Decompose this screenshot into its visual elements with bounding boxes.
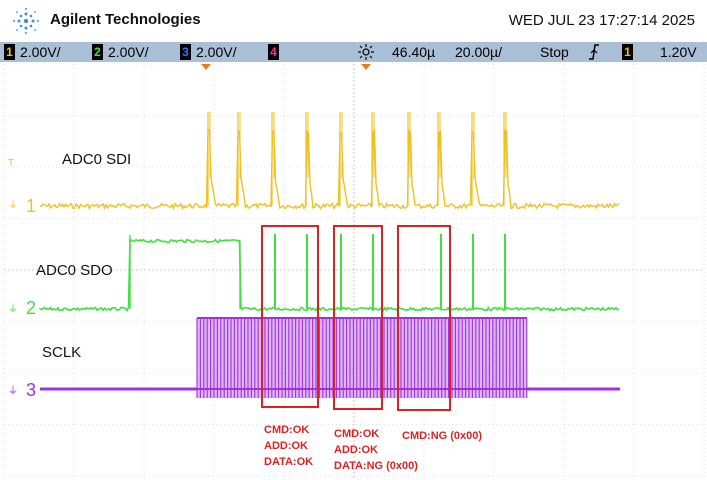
annotation-line: CMD:NG (0x00) (402, 430, 483, 442)
sdo-pulse (504, 234, 506, 309)
trigger-source-badge[interactable]: 1 (622, 44, 633, 60)
timebase-value[interactable]: 20.00µ/ (455, 44, 502, 60)
highlight-box-2 (333, 225, 383, 410)
trigger-level[interactable]: 1.20V (660, 44, 697, 60)
sdo-trace (39, 238, 620, 313)
ch3-ground-marker[interactable]: ⏚ (8, 386, 18, 397)
sclk-label: SCLK (42, 344, 82, 361)
highlight-box-1 (261, 225, 319, 408)
sdi-waveform (39, 112, 620, 211)
trigger-level-marker: T (8, 158, 15, 169)
annotation-line: CMD:OK (264, 424, 310, 436)
time-reference-marker (201, 64, 211, 70)
annotation-line: ADD:OK (334, 444, 378, 456)
rising-edge-icon[interactable] (588, 44, 600, 60)
sdo-pulse (440, 234, 442, 309)
sdo-pulse (306, 234, 308, 309)
sdi-label: ADC0 SDI (62, 151, 132, 168)
position-markers (201, 64, 371, 70)
ch1-scale[interactable]: 2.00V/ (20, 44, 61, 60)
annotation-1: CMD:OK ADD:OK DATA:OK (264, 422, 313, 470)
waveform-display: T ⏚ 1 ⏚ 2 ⏚ 3 ADC0 SDI ADC0 SDO SCLK CMD… (0, 62, 707, 480)
ch2-marker[interactable]: 2 (26, 298, 37, 318)
ch2-badge[interactable]: 2 (92, 44, 103, 60)
ch3-scale[interactable]: 2.00V/ (196, 44, 237, 60)
delay-value[interactable]: 46.40µ (392, 44, 436, 60)
sdo-pulse (274, 234, 276, 309)
channel-status-bar: 1 2.00V/ 2 2.00V/ 3 2.00V/ 4 46.40µ 20.0… (0, 42, 707, 62)
waveform-canvas (3, 63, 705, 478)
sdo-waveform (39, 234, 620, 313)
sdo-pulse (472, 234, 474, 309)
ch3-marker[interactable]: 3 (26, 380, 37, 400)
graticule (3, 63, 705, 478)
trigger-delay-icon[interactable] (356, 43, 376, 61)
sdo-pulse (340, 234, 342, 309)
ch1-marker[interactable]: 1 (26, 196, 37, 216)
ch3-badge[interactable]: 3 (180, 44, 191, 60)
agilent-spark-icon (13, 8, 39, 34)
sdi-trace (39, 128, 620, 211)
annotation-line: ADD:OK (264, 440, 308, 452)
sclk-burst-fill (197, 318, 527, 398)
annotation-line: DATA:OK (264, 456, 314, 468)
sclk-waveform (40, 317, 620, 398)
title-bar: Agilent Technologies WED JUL 23 17:27:14… (0, 0, 707, 42)
date-time: WED JUL 23 17:27:14 2025 (508, 12, 695, 29)
annotation-3: CMD:NG (0x00) (402, 428, 482, 444)
annotation-line: CMD:OK (334, 428, 380, 440)
highlight-box-3 (397, 225, 451, 411)
brand-name: Agilent Technologies (50, 11, 201, 28)
annotation-line: DATA:NG (0x00) (334, 460, 418, 472)
highlight-boxes (261, 225, 451, 411)
ch2-ground-marker[interactable]: ⏚ (8, 304, 18, 315)
ch1-ground-marker[interactable]: ⏚ (8, 200, 18, 211)
annotation-2: CMD:OK ADD:OK DATA:NG (0x00) (334, 426, 418, 474)
sdo-label: ADC0 SDO (36, 262, 113, 279)
run-state[interactable]: Stop (540, 44, 569, 60)
sdo-pulse (372, 234, 374, 309)
ch4-badge[interactable]: 4 (268, 44, 279, 60)
ch2-scale[interactable]: 2.00V/ (108, 44, 149, 60)
ch1-badge[interactable]: 1 (4, 44, 15, 60)
trigger-position-marker (361, 64, 371, 70)
